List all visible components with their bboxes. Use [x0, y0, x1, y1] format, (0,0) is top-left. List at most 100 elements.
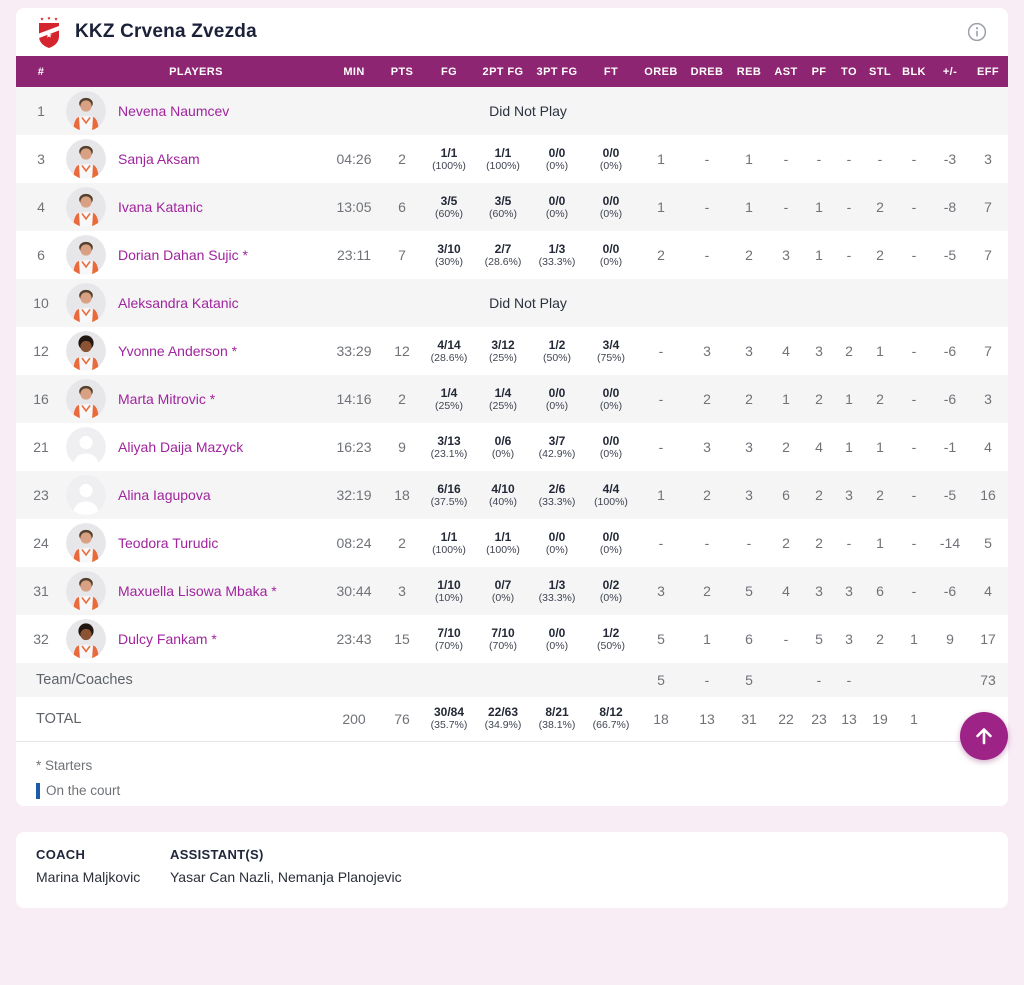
player-avatar-placeholder[interactable] [66, 475, 106, 515]
coach-name: Marina Maljkovic [36, 869, 141, 885]
points-cell: 76 [394, 710, 410, 727]
eff-cell: 16 [980, 487, 996, 503]
reb-cell: 3 [745, 343, 753, 359]
minutes-cell: 16:23 [336, 439, 372, 455]
ft-cell: 8/12 (66.7%) [592, 705, 630, 732]
player-name-link[interactable]: Alina Iagupova [118, 487, 211, 503]
table-row: 3 Sanja Aksam 04:26 2 1/1 (100%) 1/1 (100%) 0/0(… [16, 135, 1008, 183]
dnp-text: Did Not Play [489, 103, 567, 119]
player-avatar[interactable] [66, 187, 106, 227]
player-avatar[interactable] [66, 235, 106, 275]
player-name-link[interactable]: Ivana Katanic [118, 199, 203, 215]
fg2-cell: 3/5 (60%) [488, 193, 517, 220]
ft-cell: 0/0 (0%) [599, 385, 623, 412]
points-cell: 18 [394, 487, 410, 503]
plusminus-cell: 9 [946, 631, 954, 647]
eff-cell: 7 [984, 343, 992, 359]
blk-cell: - [911, 247, 917, 263]
eff-cell [968, 279, 1008, 327]
minutes-cell: 32:19 [336, 487, 372, 503]
plusminus-cell: -6 [943, 583, 957, 599]
player-name-link[interactable]: Aliyah Daija Mazyck [118, 439, 244, 455]
player-cell: Ivana Katanic [66, 183, 326, 231]
player-avatar[interactable] [66, 283, 106, 323]
player-avatar[interactable] [66, 571, 106, 611]
player-name-link[interactable]: Teodora Turudic [118, 535, 219, 551]
fg-cell: 30/84 (35.7%) [430, 705, 468, 732]
player-avatar[interactable] [66, 619, 106, 659]
pf-cell [804, 279, 834, 327]
player-avatar[interactable] [66, 331, 106, 371]
oreb-cell: 1 [657, 487, 665, 503]
player-name-link[interactable]: Aleksandra Katanic [118, 295, 239, 311]
player-name-link[interactable]: Dorian Dahan Sujic * [118, 247, 248, 263]
fg3-cell: 1/2 (50%) [542, 337, 571, 364]
player-cell: Maxuella Lisowa Mbaka * [66, 567, 326, 615]
player-number: 23 [33, 487, 49, 503]
minutes-cell: 04:26 [336, 151, 372, 167]
oreb-cell: 5 [657, 631, 665, 647]
points-cell: 9 [398, 439, 406, 455]
assistant-names: Yasar Can Nazli, Nemanja Planojevic [170, 869, 402, 885]
team-coaches-label: Team/Coaches [36, 672, 133, 688]
plusminus-cell: -6 [943, 343, 957, 359]
minutes-cell: 200 [342, 710, 366, 727]
player-cell: Alina Iagupova [66, 471, 326, 519]
oreb-cell: - [658, 343, 664, 359]
player-avatar[interactable] [66, 523, 106, 563]
player-cell: Aliyah Daija Mazyck [66, 423, 326, 471]
player-name-link[interactable]: Maxuella Lisowa Mbaka * [118, 583, 277, 599]
stl-cell: 1 [876, 535, 884, 551]
fg2-cell: 1/1 (100%) [486, 145, 520, 172]
column-header: OREB [638, 56, 684, 87]
stl-cell [864, 87, 896, 135]
minutes-cell: 23:43 [336, 631, 372, 647]
player-name-link[interactable]: Sanja Aksam [118, 151, 200, 167]
ft-cell: 0/0 (0%) [599, 193, 623, 220]
fg-cell: 6/16 (37.5%) [430, 481, 468, 508]
fg2-cell: 4/10 (40%) [488, 481, 517, 508]
stl-cell: 2 [876, 391, 884, 407]
table-row: 16 Marta Mitrovic * 14:16 2 1/4 (25%) 1/4 (25%)… [16, 375, 1008, 423]
player-name-link[interactable]: Yvonne Anderson * [118, 343, 238, 359]
plusminus-cell: -6 [943, 391, 957, 407]
eff-cell: 17 [980, 631, 996, 647]
fg3-cell: 0/0 (0%) [545, 625, 569, 652]
reb-cell: - [746, 535, 752, 551]
pf-cell: - [816, 151, 822, 167]
player-avatar[interactable] [66, 91, 106, 131]
column-header: PLAYERS [66, 56, 326, 87]
arrow-up-icon [973, 725, 995, 747]
player-name-link[interactable]: Marta Mitrovic * [118, 391, 216, 407]
reb-cell: 31 [741, 710, 757, 727]
fg2-cell: 2/7 (28.6%) [484, 241, 522, 268]
table-header-row: # PLAYERS MIN PTS FG 2PT FG 3PT FG FT OREB DREB RE… [16, 56, 1008, 87]
oreb-cell: 1 [657, 199, 665, 215]
info-icon[interactable] [966, 21, 988, 43]
stl-cell: 2 [876, 631, 884, 647]
column-header: FG [422, 56, 476, 87]
plusminus-cell [932, 87, 968, 135]
player-name-link[interactable]: Nevena Naumcev [118, 103, 230, 119]
dreb-cell: 3 [703, 439, 711, 455]
player-number: 1 [37, 103, 45, 119]
to-cell: 13 [841, 710, 857, 727]
fg-cell: 7/10 (70%) [434, 625, 463, 652]
player-avatar-placeholder[interactable] [66, 427, 106, 467]
player-avatar[interactable] [66, 379, 106, 419]
player-avatar[interactable] [66, 139, 106, 179]
ast-cell [768, 279, 804, 327]
scroll-to-top-button[interactable] [960, 712, 1008, 760]
player-number: 31 [33, 583, 49, 599]
on-court-legend-label: On the court [46, 783, 121, 798]
player-name-link[interactable]: Dulcy Fankam * [118, 631, 217, 647]
pf-cell: 1 [815, 199, 823, 215]
oreb-cell: - [658, 535, 664, 551]
table-row: 31 Maxuella Lisowa Mbaka * 30:44 3 1/10 (10%)… [16, 567, 1008, 615]
stl-cell: 19 [872, 710, 888, 727]
table-row: 12 Yvonne Anderson * 33:29 12 4/14 (28.6%) 3/1… [16, 327, 1008, 375]
blk-cell [896, 279, 932, 327]
fg-cell: 3/13 (23.1%) [430, 433, 468, 460]
dnp-text: Did Not Play [489, 295, 567, 311]
oreb-cell: 3 [657, 583, 665, 599]
